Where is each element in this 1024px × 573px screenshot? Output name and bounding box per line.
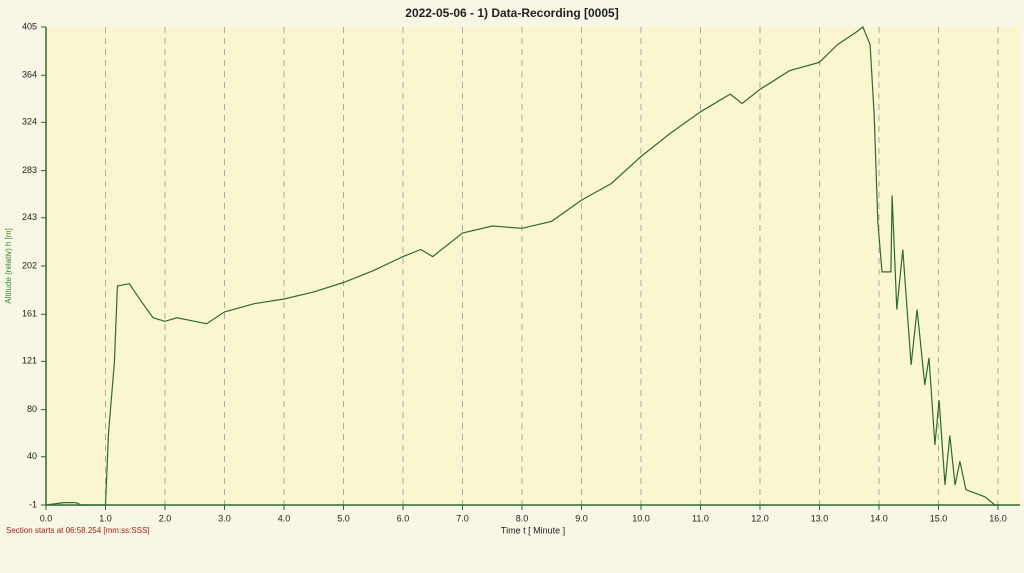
plot-area	[46, 27, 1020, 505]
footnote: Section starts at 06:58.254 [mm:ss:SSS]	[6, 526, 150, 535]
chart-title: 2022-05-06 - 1) Data-Recording [0005]	[405, 6, 618, 20]
y-tick-label: 121	[22, 356, 37, 366]
y-tick-label: 80	[27, 404, 37, 414]
y-axis-label: Altitude (relativ) h [m]	[4, 228, 13, 304]
x-tick-label: 14.0	[870, 513, 888, 523]
y-tick-label: 364	[22, 70, 37, 80]
x-tick-label: 6.0	[397, 513, 410, 523]
x-tick-label: 1.0	[99, 513, 112, 523]
x-tick-label: 9.0	[575, 513, 588, 523]
x-axis-label: Time t [ Minute ]	[501, 525, 565, 535]
y-tick-label: 202	[22, 260, 37, 270]
y-tick-label: 283	[22, 165, 37, 175]
x-tick-label: 11.0	[692, 513, 709, 523]
y-tick-label: 405	[22, 21, 37, 31]
x-tick-label: 13.0	[811, 513, 829, 523]
x-tick-label: 2.0	[159, 513, 172, 523]
y-tick-label: -1	[29, 499, 37, 509]
y-tick-label: 243	[22, 212, 37, 222]
x-tick-label: 8.0	[516, 513, 529, 523]
x-tick-label: 7.0	[456, 513, 469, 523]
x-tick-label: 4.0	[278, 513, 291, 523]
y-tick-label: 324	[22, 117, 37, 127]
x-tick-label: 16.0	[989, 513, 1007, 523]
y-tick-label: 40	[27, 451, 37, 461]
x-tick-label: 0.0	[40, 513, 53, 523]
x-tick-label: 10.0	[632, 513, 650, 523]
x-tick-label: 15.0	[930, 513, 948, 523]
y-tick-label: 161	[22, 309, 37, 319]
x-tick-label: 12.0	[751, 513, 769, 523]
x-tick-label: 3.0	[218, 513, 231, 523]
x-tick-label: 5.0	[337, 513, 350, 523]
data-line	[45, 26, 998, 506]
